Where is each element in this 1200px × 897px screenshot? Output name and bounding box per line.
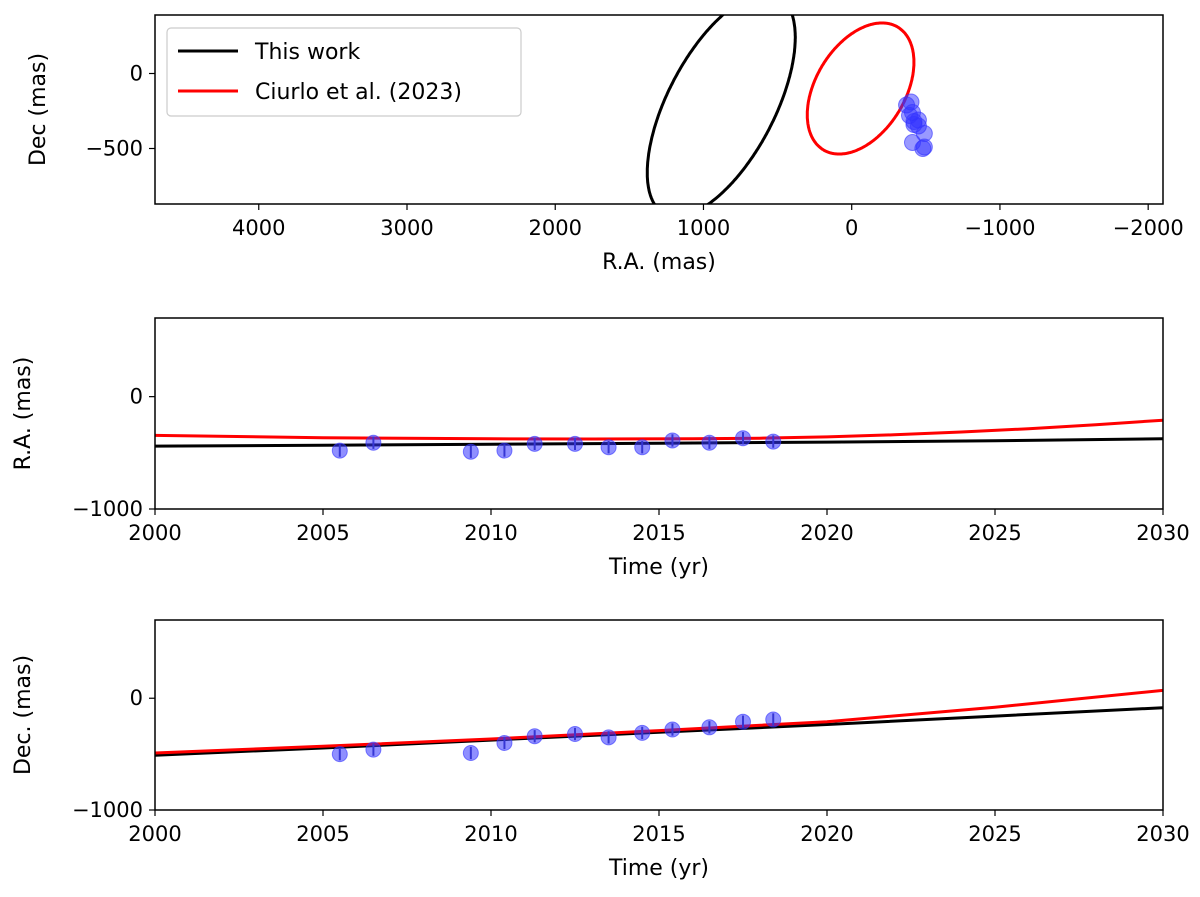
legend: This work Ciurlo et al. (2023)	[166, 27, 522, 117]
data-point-4	[526, 728, 543, 745]
data-point-8	[664, 721, 681, 738]
plot-area	[155, 688, 1163, 763]
x-tick-label: 2000	[128, 822, 181, 846]
x-tick-label: 3000	[380, 216, 433, 240]
orbit-line-1	[805, 21, 916, 156]
x-tick-label: 1000	[677, 216, 730, 240]
data-point-4	[526, 435, 543, 452]
data-point-1	[365, 741, 382, 758]
data-point-5	[567, 435, 583, 452]
x-tick-label: 2020	[800, 521, 853, 545]
y-tick-label: 0	[130, 686, 143, 710]
x-tick-label: 2005	[296, 521, 349, 545]
x-tick-label: 2010	[464, 521, 517, 545]
x-axis-label: Time (yr)	[608, 555, 709, 580]
data-point-11	[765, 711, 782, 728]
series-line-1	[155, 688, 1163, 755]
y-axis-label: Dec. (mas)	[11, 655, 36, 775]
axes-frame	[154, 14, 1164, 205]
x-tick-label: 0	[845, 216, 858, 240]
x-tick-label: 2030	[1136, 521, 1189, 545]
x-tick-label: 2030	[1136, 822, 1189, 846]
x-tick-label: 2015	[632, 822, 685, 846]
data-point-6	[600, 729, 617, 746]
data-point-11	[902, 93, 920, 111]
data-point-11	[765, 433, 782, 450]
x-tick-label: −2000	[1113, 216, 1184, 240]
x-tick-label: 2025	[968, 521, 1021, 545]
x-tick-label: 2000	[128, 521, 181, 545]
data-point-2	[462, 745, 479, 761]
ra-panel: 2000 2005 2010 2015 2020 2025 2030 0 −1000 Time (…	[11, 317, 1190, 580]
x-axis-label: R.A. (mas)	[602, 250, 716, 275]
y-axis-label: Dec (mas)	[26, 53, 51, 166]
data-point-6	[600, 439, 617, 456]
x-tick-label: 2025	[968, 822, 1021, 846]
data-point-5	[567, 726, 583, 742]
data-point-0	[331, 442, 348, 459]
x-tick-label: 4000	[232, 216, 285, 240]
data-point-2	[462, 443, 479, 460]
orbit-panel: 4000 3000 2000 1000 0 −1000 −2000 0 −500 R.A. (ma…	[26, 14, 1184, 275]
y-tick-label: −1000	[72, 497, 143, 521]
data-point-7	[634, 439, 651, 456]
y-axis-label: R.A. (mas)	[11, 357, 36, 471]
legend-box	[166, 27, 522, 117]
data-point-10	[735, 430, 751, 447]
x-tick-label: 2015	[632, 521, 685, 545]
data-point-1	[365, 434, 382, 451]
y-tick-label: −500	[85, 137, 143, 161]
x-tick-label: 2005	[296, 822, 349, 846]
series-line-1	[155, 418, 1163, 441]
orbit-line-0	[645, 15, 797, 204]
x-tick-label: 2000	[529, 216, 582, 240]
x-axis-label: Time (yr)	[608, 856, 709, 881]
y-tick-label: 0	[130, 385, 143, 409]
plot-area	[645, 15, 933, 204]
plot-area	[155, 418, 1163, 460]
series-line-0	[155, 706, 1163, 757]
data-point-10	[735, 713, 751, 730]
data-point-9	[701, 719, 718, 736]
axes-frame	[154, 317, 1164, 510]
data-point-3	[496, 442, 513, 459]
y-tick-label: −1000	[72, 798, 143, 822]
x-tick-label: −1000	[964, 216, 1035, 240]
legend-label: Ciurlo et al. (2023)	[255, 80, 462, 105]
x-tick-label: 2010	[464, 822, 517, 846]
dec-panel: 2000 2005 2010 2015 2020 2025 2030 0 −1000 Time (…	[11, 619, 1190, 881]
legend-label: This work	[254, 40, 360, 65]
data-point-0	[331, 746, 348, 763]
data-point-7	[634, 724, 651, 741]
series-line-0	[155, 437, 1163, 448]
data-point-9	[701, 434, 718, 451]
x-tick-label: 2020	[800, 822, 853, 846]
y-tick-label: 0	[130, 62, 143, 86]
data-point-3	[496, 734, 513, 751]
data-point-8	[664, 432, 681, 449]
